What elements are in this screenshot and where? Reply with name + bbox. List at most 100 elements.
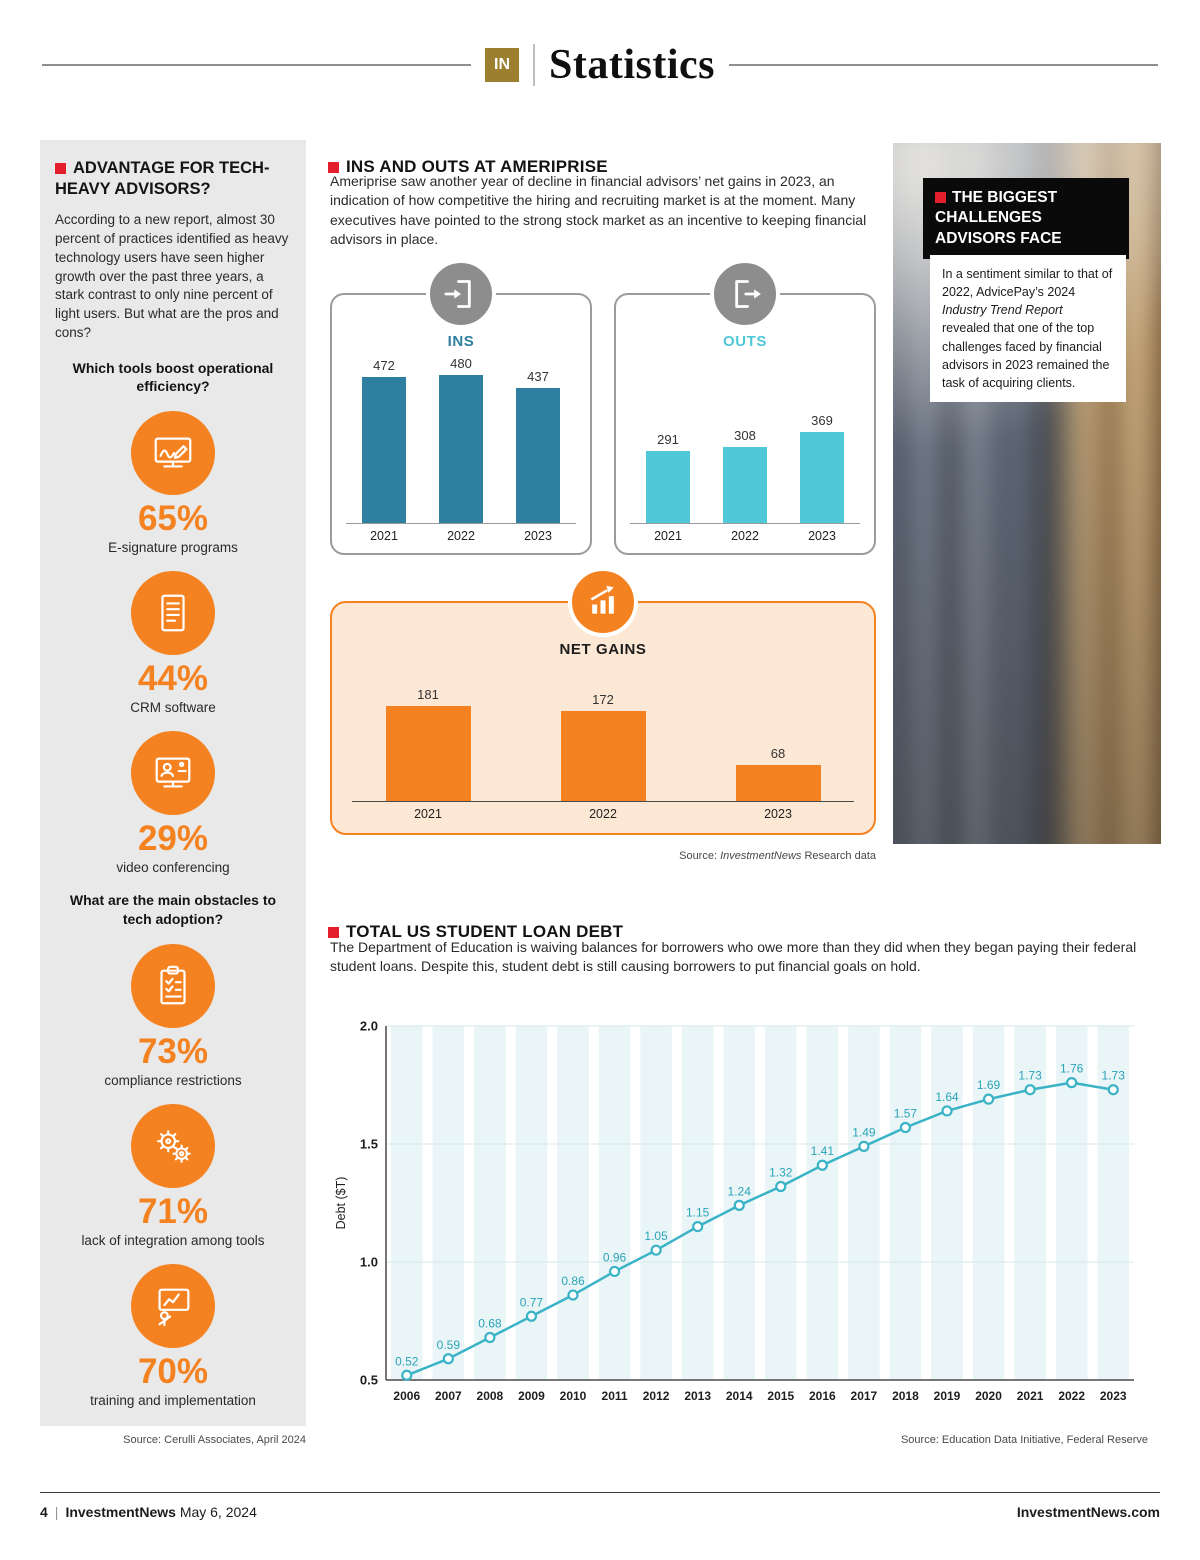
outs-chart-box: OUTS 291 308 369 2021 2022 2023 [614,259,876,555]
bar-value-label: 472 [373,358,395,373]
bar-2022: 480 [439,356,483,523]
bar-value-label: 291 [657,432,679,447]
point-label: 0.68 [478,1317,502,1331]
sidebar-question-1: Which tools boost operational efficiency… [72,360,274,395]
bar-2022: 172 [560,692,646,801]
bar-value-label: 172 [592,692,614,707]
point-label: 1.49 [852,1125,876,1139]
stat-percent: 44% [137,659,209,699]
tech-advisors-sidebar: ADVANTAGE FOR TECH-HEAVY ADVISORS? Accor… [40,140,306,1426]
masthead: IN Statistics [42,44,1158,86]
point-label: 1.32 [769,1165,793,1179]
stat-percent: 70% [137,1351,209,1391]
x-tick-label: 2017 [851,1389,878,1403]
x-tick-label: 2019 [934,1389,961,1403]
x-tick-label: 2013 [684,1389,711,1403]
point-label: 1.24 [728,1184,752,1198]
bar-value-label: 437 [527,369,549,384]
bar-2021: 181 [385,687,471,801]
y-tick-label: 1.0 [360,1255,378,1270]
masthead-divider [533,44,535,86]
esignature-icon [131,411,215,496]
y-tick-label: 2.0 [360,1019,378,1034]
training-glyph [158,1288,190,1327]
chart-band [889,1026,922,1380]
crm-glyph [161,595,185,632]
training-presentation-icon [131,1263,215,1348]
clipboard-checklist-icon [131,943,215,1028]
bar-value-label: 308 [734,428,756,443]
door-out-glyph [735,280,761,308]
masthead-rule-right [729,64,1158,66]
sidebar-title-text: ADVANTAGE FOR TECH-HEAVY ADVISORS? [55,159,270,199]
ameriprise-title-text: INS AND OUTS AT AMERIPRISE [346,157,608,177]
bars-area: 181 172 68 [350,672,856,801]
footer-pipe: | [54,1504,59,1520]
x-tick-label: 2020 [975,1389,1002,1403]
chart-band [931,1026,963,1380]
data-point [567,1289,579,1301]
bar-2022: 308 [723,428,767,523]
point-label: 1.15 [686,1206,710,1220]
x-tick-label: 2023 [524,529,552,543]
sidebar-source: Source: Cerulli Associates, April 2024 [123,1434,306,1446]
outs-chart-title: OUTS [722,333,768,350]
chart-band [515,1026,548,1380]
x-tick-label: 2009 [518,1389,545,1403]
chart-band [474,1026,506,1380]
challenges-body-2: revealed that one of the top challenges … [942,321,1110,390]
stat-percent: 29% [137,819,209,859]
data-point [1024,1084,1036,1096]
chart-band [390,1026,423,1380]
stat-percent: 71% [137,1191,209,1231]
footer: 4 | InvestmentNews May 6, 2024 InvestmentN… [40,1504,1160,1520]
challenges-photo-panel: THE BIGGEST CHALLENGES ADVISORS FACE In … [893,143,1161,844]
student-loan-section-title: TOTAL US STUDENT LOAN DEBT [328,922,623,942]
student-loan-title-text: TOTAL US STUDENT LOAN DEBT [346,922,624,942]
x-tick-label: 2010 [560,1389,587,1403]
x-tick-label: 2011 [602,1389,628,1403]
footer-left: 4 | InvestmentNews May 6, 2024 [40,1504,257,1520]
x-tick-label: 2022 [731,529,759,543]
x-tick-label: 2012 [643,1389,670,1403]
footer-date: May 6, 2024 [179,1504,257,1520]
stat-percent: 65% [137,499,209,539]
stat-compliance: 73% compliance restrictions [55,943,291,1088]
x-tick-label: 2015 [767,1389,794,1403]
growth-chart-glyph [590,585,614,614]
bar [362,377,406,523]
data-point [442,1353,454,1365]
data-point [816,1159,828,1171]
ins-bar-chart: 472 480 437 2021 2022 2023 [344,351,578,543]
x-tick-label: 2014 [726,1389,753,1403]
bar [439,375,483,523]
x-tick-labels: 2021 2022 2023 [628,529,862,543]
x-tick-label: 2023 [764,807,792,821]
masthead-rule-left [42,64,471,66]
ameriprise-intro: Ameriprise saw another year of decline i… [330,173,867,247]
chart-band [598,1026,631,1380]
challenges-body-italic: Industry Trend Report [942,303,1063,318]
point-label: 0.77 [520,1295,544,1309]
ins-chart-box: INS 472 480 437 2021 2022 2023 [330,259,592,555]
sidebar-title: ADVANTAGE FOR TECH-HEAVY ADVISORS? [55,158,291,201]
x-tick-label: 2006 [393,1389,420,1403]
footer-site[interactable]: InvestmentNews.com [1016,1504,1160,1520]
bar [646,451,690,523]
stat-training: 70% training and implementation [55,1263,291,1408]
challenges-title-text: THE BIGGEST CHALLENGES ADVISORS FACE [935,189,1062,247]
point-label: 0.96 [603,1250,627,1264]
x-axis [630,523,860,524]
challenges-body-1: In a sentiment similar to that of 2022, … [942,267,1113,300]
netgains-chart-title: NET GAINS [559,641,647,658]
x-tick-label: 2023 [1100,1389,1127,1403]
data-point [858,1140,870,1152]
outs-bar-chart: 291 308 369 2021 2022 2023 [628,351,862,543]
stat-label: E-signature programs [108,540,238,556]
gears-glyph [157,1129,191,1163]
x-tick-labels: 2021 2022 2023 [350,807,856,821]
point-label: 1.57 [894,1106,918,1120]
point-label: 1.73 [1102,1069,1126,1083]
sidebar-question-2: What are the main obstacles to tech adop… [69,892,277,927]
ameriprise-source: Source: InvestmentNews Research data [330,850,876,862]
